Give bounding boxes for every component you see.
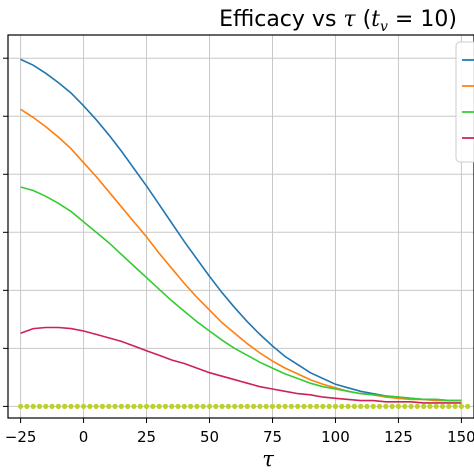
series-5-point <box>351 403 357 409</box>
title-sub: v <box>380 19 388 35</box>
series-5-point <box>358 403 364 409</box>
series-5-point <box>131 403 137 409</box>
series-5-point <box>402 403 408 409</box>
series-1-line <box>20 58 462 402</box>
x-tick-label: 75 <box>263 428 282 446</box>
x-tick-label: 25 <box>137 428 156 446</box>
series-5-point <box>17 403 24 409</box>
series-5-point <box>269 403 276 409</box>
title-prefix: Efficacy vs <box>219 7 343 32</box>
series-5-point <box>169 403 175 409</box>
series-5-point <box>68 403 74 409</box>
series-2-line <box>20 108 462 402</box>
series-5-point <box>49 403 55 409</box>
series-5-point <box>36 403 43 409</box>
x-tick-label: 150 <box>447 428 474 446</box>
series-5-point <box>62 403 68 409</box>
series-5-point <box>143 403 150 409</box>
plot-area-frame <box>7 34 474 419</box>
series-5-point <box>30 403 36 409</box>
series-5-point <box>43 403 49 409</box>
x-axis-label: τ <box>262 447 274 471</box>
series-5-point <box>106 403 112 409</box>
series-5-point <box>446 403 452 409</box>
series-5-point <box>263 403 269 409</box>
series-5-point <box>276 403 282 409</box>
series-5-point <box>439 403 446 409</box>
series-5-point <box>112 403 118 409</box>
series-5-point <box>232 403 238 409</box>
series-5-point <box>465 403 471 409</box>
series-5-point <box>162 403 169 409</box>
series-5-point <box>244 403 250 409</box>
x-tick-labels: −25 0 25 50 75 100 125 150 <box>3 57 474 446</box>
series-5-point <box>225 403 232 409</box>
series-5-point <box>301 403 307 409</box>
title-eq: = 10) <box>388 7 457 32</box>
series-5-point <box>118 403 124 409</box>
series-5-point <box>213 403 219 409</box>
x-tick-label: 125 <box>384 428 413 446</box>
series-5-point <box>320 403 326 409</box>
series-5-point <box>414 403 420 409</box>
series-5-point <box>74 403 80 409</box>
series-5-point <box>452 403 458 409</box>
series-5-point <box>288 403 294 409</box>
series-5-point <box>427 403 433 409</box>
series-3-line <box>20 186 462 402</box>
series-5-point <box>250 403 257 409</box>
series-5-point <box>332 403 339 409</box>
x-tick-label: 100 <box>321 428 350 446</box>
grid-lines <box>8 35 474 418</box>
series-5-point <box>200 403 206 409</box>
x-tick-label: 50 <box>200 428 219 446</box>
series-5-point <box>219 403 225 409</box>
series-5-point <box>421 403 427 409</box>
series-5-point <box>370 403 376 409</box>
series-5-point <box>156 403 162 409</box>
series-5-point <box>206 403 213 409</box>
series-5-point <box>137 403 143 409</box>
series-5-point <box>307 403 313 409</box>
title-tau: τ <box>343 7 356 32</box>
series-5-point <box>194 403 200 409</box>
series-5-point <box>383 403 389 409</box>
series-5-point <box>313 403 320 409</box>
series-5-point <box>181 403 187 409</box>
series-5-point <box>175 403 181 409</box>
series-layer <box>17 58 471 409</box>
series-5-point <box>80 403 87 409</box>
series-5-point <box>408 403 414 409</box>
series-5-point <box>364 403 370 409</box>
series-5-point <box>93 403 99 409</box>
series-4-line <box>20 326 462 404</box>
series-5-point <box>238 403 244 409</box>
series-5-point <box>433 403 439 409</box>
series-5-point <box>458 403 465 409</box>
series-5-point <box>125 403 131 409</box>
series-5-point <box>339 403 345 409</box>
series-5-point <box>326 403 332 409</box>
series-5-point <box>99 403 106 409</box>
series-5-point <box>150 403 156 409</box>
series-5-point <box>24 403 30 409</box>
x-tick-label: 0 <box>79 428 89 446</box>
series-5-point <box>395 403 402 409</box>
series-5-point <box>188 403 194 409</box>
series-5-point <box>257 403 263 409</box>
series-5-point <box>55 403 61 409</box>
series-5-point <box>87 403 93 409</box>
series-5-point <box>376 403 383 409</box>
legend-box <box>455 41 474 163</box>
legend <box>455 41 474 163</box>
title-t: t <box>371 7 380 32</box>
series-5-point <box>345 403 351 409</box>
title-open: ( <box>356 7 372 32</box>
series-5-point <box>282 403 288 409</box>
series-5-point <box>295 403 301 409</box>
x-tick-label: −25 <box>5 428 37 446</box>
series-5-point <box>389 403 395 409</box>
chart-title: Efficacy vs τ (tv = 10) <box>219 7 457 35</box>
